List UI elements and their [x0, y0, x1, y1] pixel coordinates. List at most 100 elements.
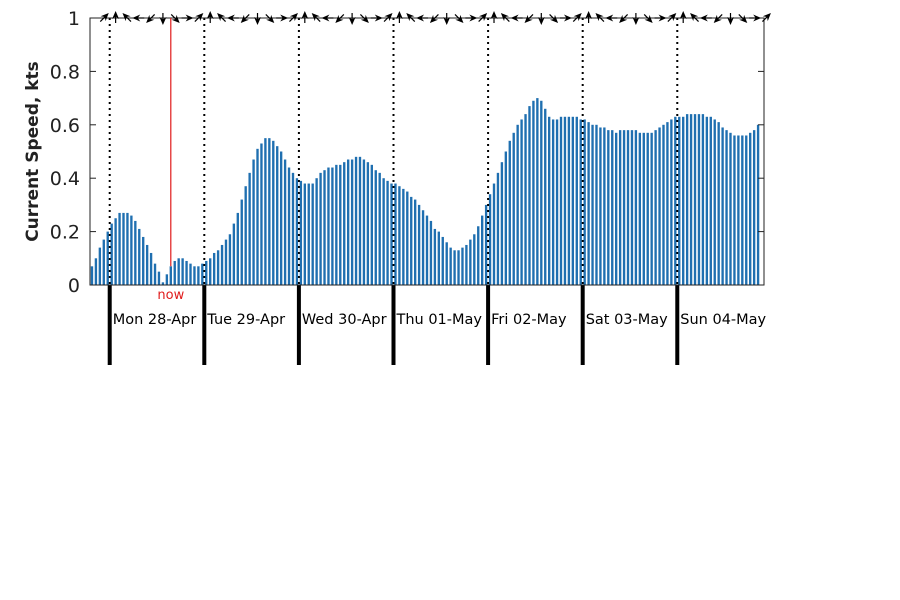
bar — [102, 239, 105, 285]
bar — [583, 119, 586, 286]
bar — [110, 223, 113, 285]
bar — [528, 106, 531, 285]
direction-arrow — [112, 11, 120, 23]
bar — [94, 258, 98, 285]
direction-arrow — [749, 14, 762, 22]
bar — [138, 228, 141, 285]
bar — [272, 140, 275, 285]
bar — [145, 244, 149, 285]
direction-arrow — [738, 14, 748, 23]
direction-arrow — [679, 11, 687, 23]
direction-arrow — [500, 13, 510, 22]
direction-arrow — [181, 14, 194, 22]
bar — [705, 116, 709, 285]
bar — [488, 194, 492, 285]
bar — [611, 130, 614, 285]
direction-arrow — [572, 13, 582, 22]
direction-arrow — [690, 13, 699, 22]
bar — [295, 178, 299, 285]
direction-arrow — [406, 13, 416, 22]
bar — [654, 130, 657, 285]
bar — [287, 167, 291, 285]
bar — [591, 124, 594, 285]
bar — [646, 132, 649, 285]
bar — [508, 140, 511, 285]
bar — [126, 212, 129, 285]
bar — [536, 98, 539, 285]
bar — [343, 162, 346, 285]
y-tick-label: 0.8 — [50, 61, 80, 83]
bar — [232, 223, 236, 285]
day-label: Fri 02-May — [491, 312, 567, 328]
direction-arrow — [454, 14, 464, 23]
bar — [642, 132, 645, 285]
bar — [350, 159, 354, 285]
direction-arrow — [416, 14, 429, 22]
bar — [406, 191, 409, 285]
bar — [457, 250, 460, 285]
bar — [678, 116, 681, 285]
bar — [481, 215, 484, 285]
direction-arrow — [359, 14, 369, 23]
bar — [713, 119, 716, 286]
bar — [339, 164, 342, 285]
bar — [244, 186, 247, 285]
bar — [315, 178, 318, 285]
bar — [134, 220, 137, 285]
bar — [603, 127, 606, 285]
bar — [205, 260, 208, 285]
bar — [268, 138, 271, 285]
bar — [437, 231, 440, 285]
bar — [386, 180, 389, 285]
day-label: Mon 28-Apr — [113, 312, 197, 328]
bar — [674, 116, 677, 285]
direction-arrow — [122, 13, 132, 22]
bar — [157, 271, 161, 285]
bar — [165, 274, 169, 285]
direction-arrow — [537, 13, 545, 25]
bar — [555, 119, 559, 286]
bar — [410, 196, 413, 285]
direction-arrow — [465, 14, 478, 22]
day-label: Thu 01-May — [395, 312, 482, 328]
direction-arrow — [335, 14, 345, 23]
bar — [291, 172, 295, 285]
bar — [658, 127, 661, 285]
direction-arrow — [170, 14, 180, 23]
bar — [311, 183, 314, 285]
bar — [599, 127, 602, 285]
bar — [319, 172, 322, 285]
bar — [425, 215, 429, 285]
bar — [689, 114, 693, 286]
direction-arrow — [254, 13, 262, 25]
bar — [524, 114, 527, 286]
bar — [666, 122, 669, 285]
bar — [279, 151, 283, 285]
bar — [551, 119, 555, 286]
bar — [130, 215, 133, 285]
bar — [721, 127, 724, 285]
direction-arrow — [762, 13, 771, 22]
bar — [725, 130, 728, 285]
bar — [331, 167, 334, 285]
bar — [449, 247, 452, 285]
bar — [752, 130, 756, 285]
direction-arrow — [713, 14, 723, 23]
direction-arrow — [549, 14, 559, 23]
direction-arrow — [217, 13, 226, 22]
bar — [571, 116, 575, 285]
bar — [173, 260, 176, 285]
direction-arrow — [654, 14, 667, 22]
bar — [477, 226, 480, 285]
bar — [496, 172, 500, 285]
bar — [189, 263, 192, 285]
bar — [737, 135, 740, 285]
direction-arrow — [667, 13, 677, 22]
bar — [122, 212, 125, 285]
bar — [283, 159, 287, 285]
bar — [346, 159, 350, 285]
bar — [193, 266, 196, 285]
bar — [390, 183, 393, 285]
bar — [358, 156, 362, 285]
